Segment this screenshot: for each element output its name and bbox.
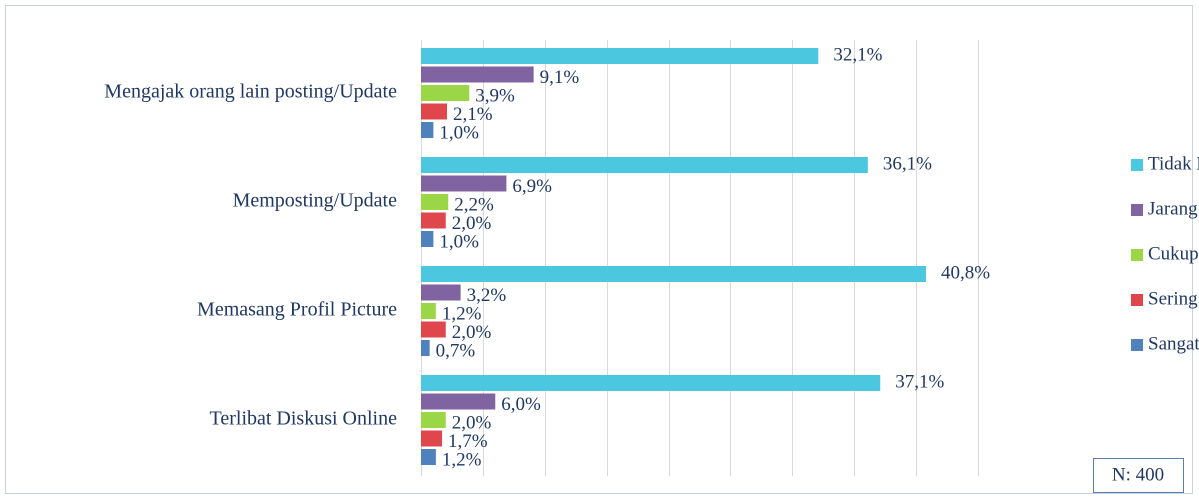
data-label: 3,2%	[467, 285, 507, 306]
bar	[421, 85, 470, 101]
category-label: Terlibat Diskusi Online	[210, 408, 398, 430]
bar	[421, 122, 434, 138]
legend-swatch	[1131, 339, 1143, 351]
bar	[421, 430, 443, 447]
chart-frame	[5, 5, 1193, 494]
data-label: 6,9%	[512, 176, 552, 197]
bar	[421, 194, 449, 210]
annotation: N: 400	[1112, 464, 1164, 485]
data-label: 1,7%	[448, 431, 488, 452]
data-label: 1,0%	[439, 231, 479, 252]
legend-swatch	[1131, 159, 1143, 171]
bar	[421, 449, 436, 465]
data-label: 6,0%	[501, 394, 541, 415]
data-label: 2,0%	[452, 322, 492, 343]
bar	[421, 48, 819, 64]
bar	[421, 157, 868, 173]
legend-swatch	[1131, 249, 1143, 261]
bar	[421, 212, 446, 229]
data-label: 9,1%	[540, 67, 580, 88]
data-label: 36,1%	[883, 153, 932, 174]
data-label: 0,7%	[436, 340, 476, 361]
data-label: 1,2%	[442, 449, 482, 470]
bar	[421, 412, 446, 428]
data-label: 2,2%	[454, 194, 494, 215]
bar	[421, 231, 434, 247]
data-label: 32,1%	[833, 44, 882, 65]
legend-swatch	[1131, 294, 1143, 306]
data-label: 2,1%	[453, 104, 493, 125]
bar	[421, 266, 927, 282]
bar	[421, 284, 461, 301]
legend-label: Cukup Sering	[1148, 243, 1199, 264]
bar	[421, 375, 881, 391]
bar	[421, 66, 534, 83]
bar	[421, 175, 507, 192]
category-label: Mengajak orang lain posting/Update	[104, 81, 397, 103]
bar	[421, 340, 430, 356]
data-label: 1,0%	[439, 122, 479, 143]
data-label: 2,0%	[452, 213, 492, 234]
category-label: Memposting/Update	[233, 190, 398, 212]
data-label: 2,0%	[452, 412, 492, 433]
annotation-box	[1093, 458, 1184, 493]
legend-label: Tidak Pernah	[1148, 153, 1199, 174]
bar	[421, 393, 496, 410]
bar	[421, 321, 446, 338]
data-label: 40,8%	[941, 262, 990, 283]
bar	[421, 103, 447, 120]
data-label: 37,1%	[895, 371, 944, 392]
legend-label: Jarang	[1148, 198, 1198, 219]
legend-label: Sering	[1148, 288, 1198, 309]
category-label: Memasang Profil Picture	[197, 299, 397, 321]
data-label: 3,9%	[475, 85, 515, 106]
legend-label: Sangat Sering	[1148, 333, 1199, 354]
bar	[421, 303, 436, 319]
legend-swatch	[1131, 204, 1143, 216]
data-label: 1,2%	[442, 303, 482, 324]
